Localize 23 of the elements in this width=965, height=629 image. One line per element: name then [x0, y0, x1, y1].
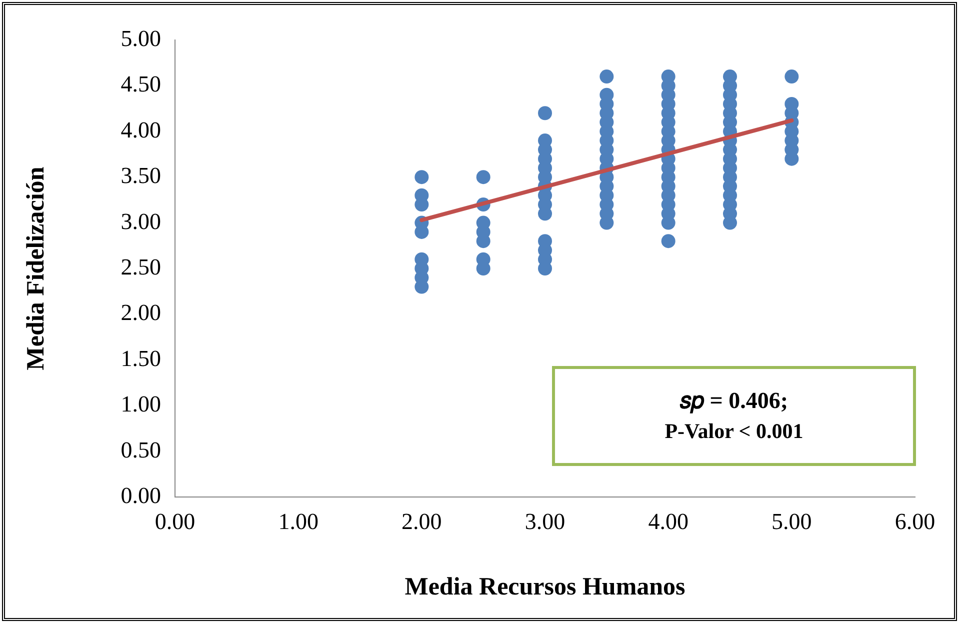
y-tick-label: 4.00 — [120, 117, 161, 142]
y-tick-label: 3.00 — [120, 208, 161, 234]
x-tick-label: 5.00 — [772, 508, 812, 534]
y-tick-label: 4.50 — [120, 72, 161, 97]
y-tick-label: 2.00 — [120, 300, 161, 326]
y-tick-label: 2.50 — [120, 254, 161, 280]
y-tick-label: 1.00 — [120, 392, 161, 417]
y-tick-label: 3.50 — [120, 163, 161, 188]
annotation: 𝑠𝑝 = 0.406; — [680, 387, 788, 416]
x-tick-label: 3.00 — [524, 508, 566, 534]
x-tick-label: 0.00 — [154, 508, 196, 534]
x-axis-title: Media Recursos Humanos — [404, 573, 686, 600]
y-tick-label: 0.50 — [120, 437, 161, 462]
y-axis-title: Media Fidelización — [22, 166, 50, 370]
x-tick-label: 2.00 — [402, 508, 442, 534]
y-tick-label: 0.00 — [120, 483, 161, 508]
x-tick-label: 1.00 — [278, 508, 318, 534]
annotation: P-Valor < 0.001 — [664, 418, 804, 445]
note-box: 𝑠𝑝 = 0.406; P-Valor < 0.001 — [552, 366, 916, 466]
x-tick-label: 6.00 — [894, 508, 936, 534]
y-tick-label: 5.00 — [120, 26, 161, 52]
x-tick-label: 4.00 — [648, 508, 688, 534]
y-tick-label: 1.50 — [120, 346, 161, 371]
